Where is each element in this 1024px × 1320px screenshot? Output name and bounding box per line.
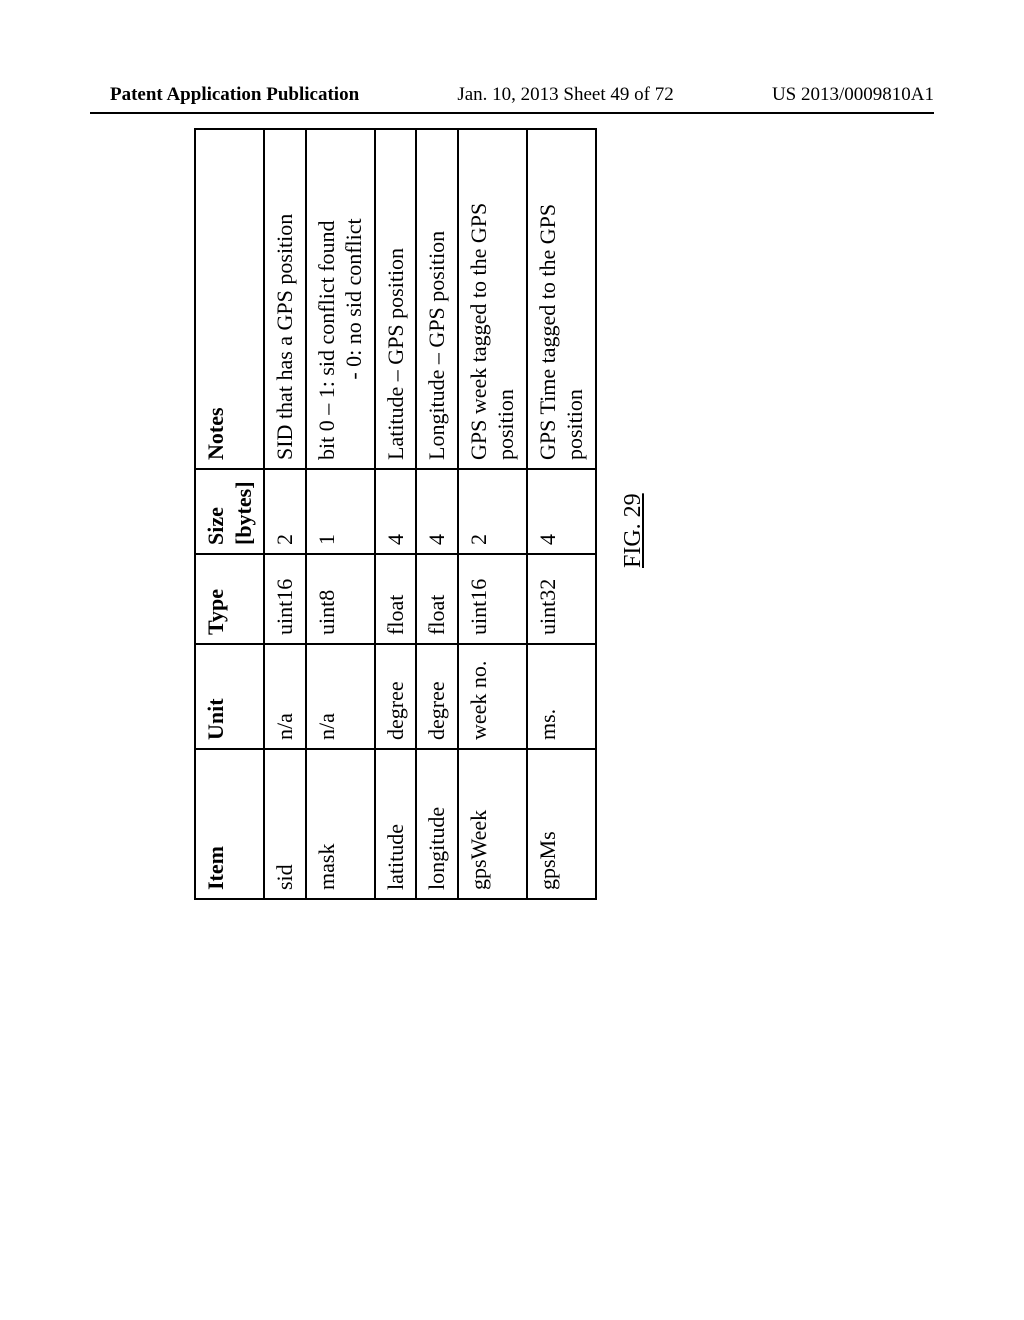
page: Patent Application Publication Jan. 10, … [0,0,1024,1320]
cell-type: float [375,554,417,644]
cell-notes: bit 0 – 1: sid conflict found - 0: no si… [306,129,375,469]
cell-type: uint8 [306,554,375,644]
cell-notes: Latitude – GPS position [375,129,417,469]
table-header-row: Item Unit Type Size [bytes] Notes [195,129,264,899]
cell-notes: GPS Time tagged to the GPS position [527,129,596,469]
cell-item: mask [306,749,375,899]
table-row: gpsMs ms. uint32 4 GPS Time tagged to th… [527,129,596,899]
cell-size: 1 [306,469,375,554]
cell-item: gpsMs [527,749,596,899]
cell-item: latitude [375,749,417,899]
cell-type: float [416,554,458,644]
col-type: Type [195,554,264,644]
cell-unit: n/a [306,644,375,749]
cell-size: 2 [458,469,527,554]
cell-unit: week no. [458,644,527,749]
cell-unit: degree [375,644,417,749]
col-notes: Notes [195,129,264,469]
cell-unit: n/a [264,644,306,749]
table-row: longitude degree float 4 Longitude – GPS… [416,129,458,899]
table-row: latitude degree float 4 Latitude – GPS p… [375,129,417,899]
cell-notes-line1: bit 0 – 1: sid conflict found [314,220,339,460]
table-rotated-container: Item Unit Type Size [bytes] Notes sid n/… [194,528,964,900]
cell-size: 4 [527,469,596,554]
cell-unit: degree [416,644,458,749]
page-header: Patent Application Publication Jan. 10, … [0,84,1024,106]
table-row: mask n/a uint8 1 bit 0 – 1: sid conflict… [306,129,375,899]
col-size: Size [bytes] [195,469,264,554]
col-unit: Unit [195,644,264,749]
cell-unit: ms. [527,644,596,749]
cell-item: gpsWeek [458,749,527,899]
table-row: gpsWeek week no. uint16 2 GPS week tagge… [458,129,527,899]
header-right: US 2013/0009810A1 [772,84,934,106]
cell-type: uint16 [458,554,527,644]
cell-item: sid [264,749,306,899]
cell-size: 4 [416,469,458,554]
cell-notes: SID that has a GPS position [264,129,306,469]
cell-size: 2 [264,469,306,554]
cell-size: 4 [375,469,417,554]
cell-notes-line2: - 0: no sid conflict [340,138,368,460]
header-left: Patent Application Publication [110,84,359,106]
data-table: Item Unit Type Size [bytes] Notes sid n/… [194,128,597,900]
cell-type: uint32 [527,554,596,644]
cell-type: uint16 [264,554,306,644]
header-center: Jan. 10, 2013 Sheet 49 of 72 [457,84,673,106]
col-item: Item [195,749,264,899]
header-rule [90,112,934,114]
cell-item: longitude [416,749,458,899]
table-row: sid n/a uint16 2 SID that has a GPS posi… [264,129,306,899]
figure-caption: FIG. 29 [620,493,647,568]
cell-notes: GPS week tagged to the GPS position [458,129,527,469]
cell-notes: Longitude – GPS position [416,129,458,469]
